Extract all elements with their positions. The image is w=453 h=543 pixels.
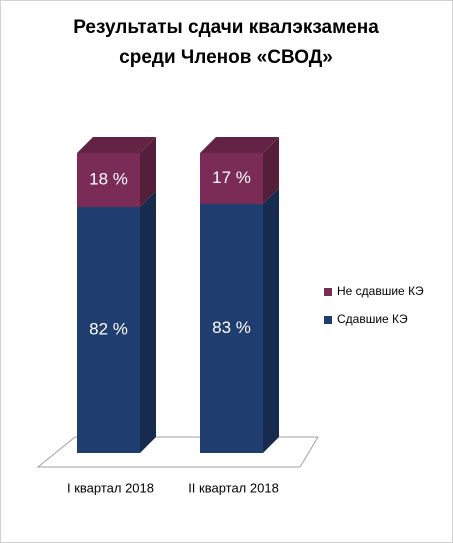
bar-side (263, 137, 279, 204)
bar (200, 153, 263, 204)
bar-side (140, 191, 156, 453)
legend-label: Не сдавшие КЭ (337, 284, 424, 298)
legend-label: Сдавшие КЭ (337, 312, 408, 326)
bar (77, 153, 140, 207)
bar (77, 207, 140, 453)
legend-marker (324, 288, 332, 296)
bar-side (140, 137, 156, 207)
value-label: 83 % (212, 318, 251, 337)
x-tick-label: II квартал 2018 (188, 480, 279, 495)
value-label: 82 % (89, 319, 128, 338)
value-label: 17 % (212, 168, 251, 187)
bar (200, 204, 263, 453)
bar-top (77, 137, 156, 153)
bar-top (200, 137, 279, 153)
value-label: 18 % (89, 169, 128, 188)
bar-side (263, 188, 279, 453)
chart-title: Результаты сдачи квалэкзамена (73, 17, 379, 38)
chart-title: среди Членов «СВОД» (119, 47, 333, 68)
legend-marker (324, 316, 332, 324)
x-tick-label: I квартал 2018 (67, 480, 154, 495)
